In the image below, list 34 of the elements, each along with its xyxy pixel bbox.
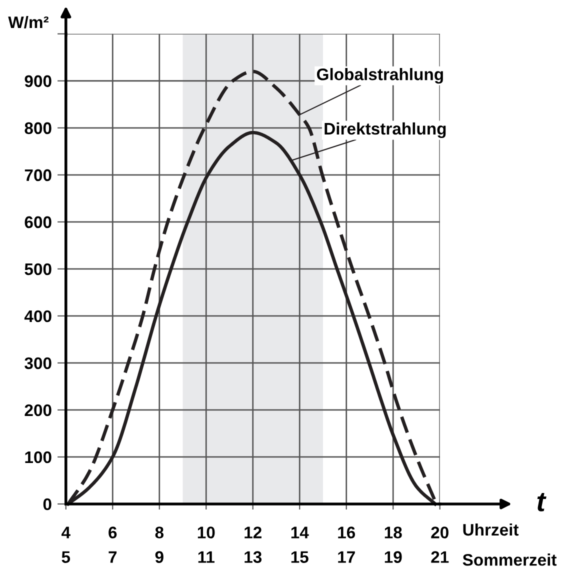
- y-tick-label: 700: [24, 169, 52, 182]
- x2-tick-label: 5: [62, 551, 70, 563]
- x-tick-label: 16: [338, 526, 356, 538]
- x-tick-label: 20: [431, 526, 448, 538]
- x-tick-label: 10: [198, 526, 215, 538]
- x2-tick-label: 15: [291, 551, 308, 563]
- y-tick-label: 800: [24, 122, 52, 134]
- y-tick-label: 100: [25, 451, 52, 464]
- y-axis-title: W/m²: [8, 16, 49, 28]
- y-tick-label: 900: [24, 75, 52, 88]
- x2-tick-label: 19: [384, 551, 402, 563]
- y-tick-label: 500: [24, 263, 52, 276]
- x2-tick-label: 11: [198, 551, 214, 563]
- y-tick-label: 200: [24, 404, 52, 416]
- x2-tick-label: 17: [338, 551, 355, 563]
- x2-tick-label: 9: [155, 551, 164, 563]
- x-tick-label: 4: [62, 526, 70, 538]
- x2-tick-label: 21: [431, 551, 449, 563]
- x-tick-label: 6: [108, 526, 117, 538]
- x-axis-title: t: [537, 493, 546, 512]
- annotation: Globalstrahlung: [316, 68, 443, 84]
- y-tick-label: 300: [24, 357, 52, 370]
- x2-tick-label: 13: [244, 551, 262, 563]
- x-tick-label: 12: [244, 526, 262, 538]
- y-tick-label: 0: [43, 498, 52, 510]
- annotation: Direktstrahlung: [324, 122, 446, 138]
- text: Sommerzeit: [462, 554, 557, 566]
- text: Uhrzeit: [463, 523, 519, 536]
- x2-tick-label: 7: [108, 551, 117, 563]
- x-tick-label: 14: [291, 526, 309, 538]
- y-tick-label: 400: [24, 310, 52, 322]
- x-tick-label: 18: [384, 526, 402, 538]
- y-tick-label: 600: [24, 216, 52, 228]
- x-tick-label: 8: [155, 526, 164, 538]
